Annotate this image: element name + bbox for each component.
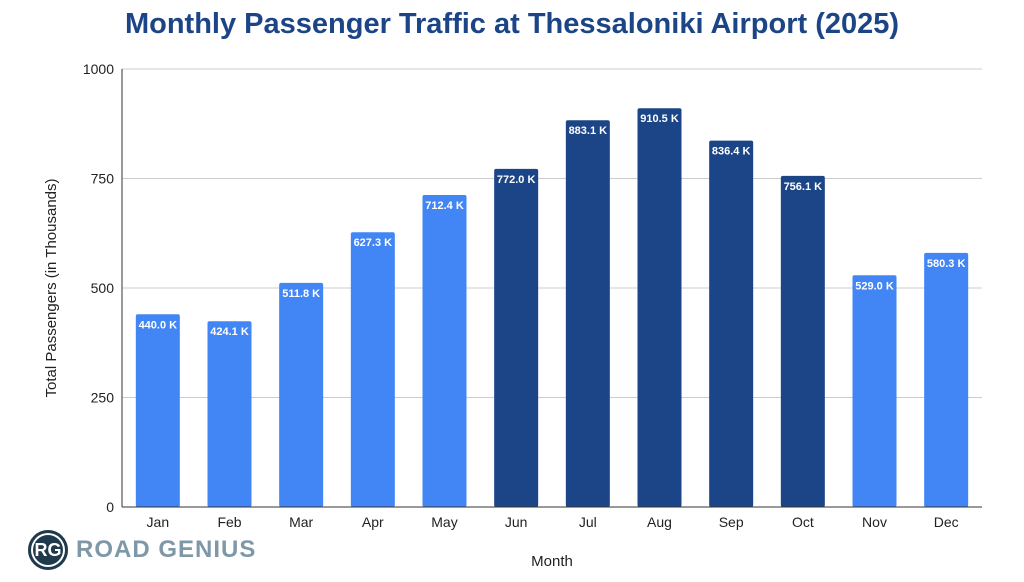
- logo-text: ROAD GENIUS: [76, 536, 257, 563]
- bar: [852, 275, 897, 507]
- logo-badge: RG: [28, 530, 68, 570]
- x-tick-label: May: [431, 514, 457, 530]
- x-tick-label: Sep: [719, 514, 744, 530]
- x-tick-label: Jun: [505, 514, 528, 530]
- x-tick-label: Mar: [289, 514, 313, 530]
- x-tick-label: Feb: [217, 514, 241, 530]
- bar: [565, 120, 610, 507]
- y-tick-label: 0: [106, 499, 114, 515]
- data-label: 712.4 K: [425, 200, 464, 212]
- x-tick-label: Aug: [647, 514, 672, 530]
- x-tick-label: Apr: [362, 514, 384, 530]
- data-label: 440.0 K: [139, 319, 178, 331]
- bar: [924, 252, 969, 507]
- data-label: 836.4 K: [712, 146, 751, 158]
- bar: [422, 194, 467, 507]
- bar: [279, 282, 324, 507]
- x-tick-label: Jan: [147, 514, 170, 530]
- y-tick-label: 1000: [83, 61, 114, 77]
- bar: [135, 314, 180, 507]
- x-tick-label: Nov: [862, 514, 887, 530]
- y-tick-label: 500: [91, 280, 115, 296]
- x-axis-title: Month: [531, 553, 573, 570]
- x-tick-label: Jul: [579, 514, 597, 530]
- bar: [350, 232, 395, 507]
- data-label: 627.3 K: [354, 237, 393, 249]
- data-label: 756.1 K: [784, 181, 823, 193]
- data-label: 529.0 K: [855, 280, 894, 292]
- y-tick-label: 750: [91, 171, 115, 187]
- bar: [780, 175, 825, 508]
- data-label: 910.5 K: [640, 113, 679, 125]
- bar: [207, 321, 252, 507]
- chart-title: Monthly Passenger Traffic at Thessalonik…: [124, 8, 900, 40]
- data-label: 580.3 K: [927, 258, 966, 270]
- road-genius-logo: RG ROAD GENIUS: [28, 530, 256, 570]
- x-tick-label: Oct: [792, 514, 814, 530]
- data-label: 424.1 K: [210, 326, 249, 338]
- y-tick-label: 250: [91, 390, 115, 406]
- bar: [494, 168, 539, 507]
- x-tick-label: Dec: [934, 514, 959, 530]
- data-label: 772.0 K: [497, 174, 536, 186]
- y-axis-title: Total Passengers (in Thousands): [43, 178, 60, 397]
- bar: [637, 108, 682, 508]
- bar: [709, 140, 754, 507]
- data-label: 883.1 K: [569, 125, 608, 137]
- data-label: 511.8 K: [282, 288, 320, 300]
